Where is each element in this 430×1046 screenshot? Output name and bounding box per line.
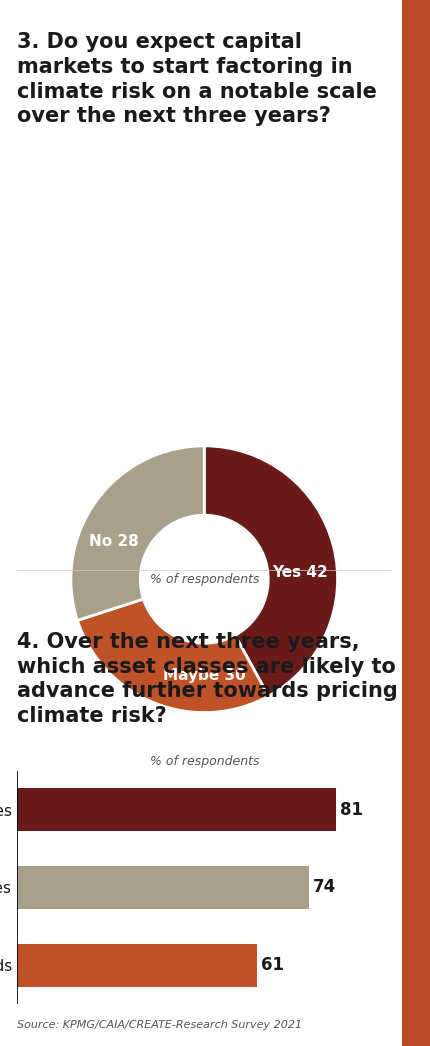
Bar [17,943,258,986]
Wedge shape [204,446,338,696]
Text: Maybe 30: Maybe 30 [163,667,246,683]
Text: Source: KPMG/CAIA/CREATE-Research Survey 2021: Source: KPMG/CAIA/CREATE-Research Survey… [17,1020,302,1030]
Text: 81: 81 [340,800,363,819]
X-axis label: % of respondents: % of respondents [150,755,259,768]
Bar [17,866,309,909]
Bar [17,789,336,832]
Text: 74: 74 [313,879,336,896]
Text: 61: 61 [261,956,284,974]
Text: % of respondents: % of respondents [150,573,259,586]
Text: Yes 42: Yes 42 [272,565,328,581]
Wedge shape [77,599,268,712]
Wedge shape [71,446,204,620]
Text: No 28: No 28 [89,535,138,549]
Text: 3. Do you expect capital
markets to start factoring in
climate risk on a notable: 3. Do you expect capital markets to star… [17,32,377,127]
Text: 4. Over the next three years,
which asset classes are likely to
advance further : 4. Over the next three years, which asse… [17,632,398,726]
